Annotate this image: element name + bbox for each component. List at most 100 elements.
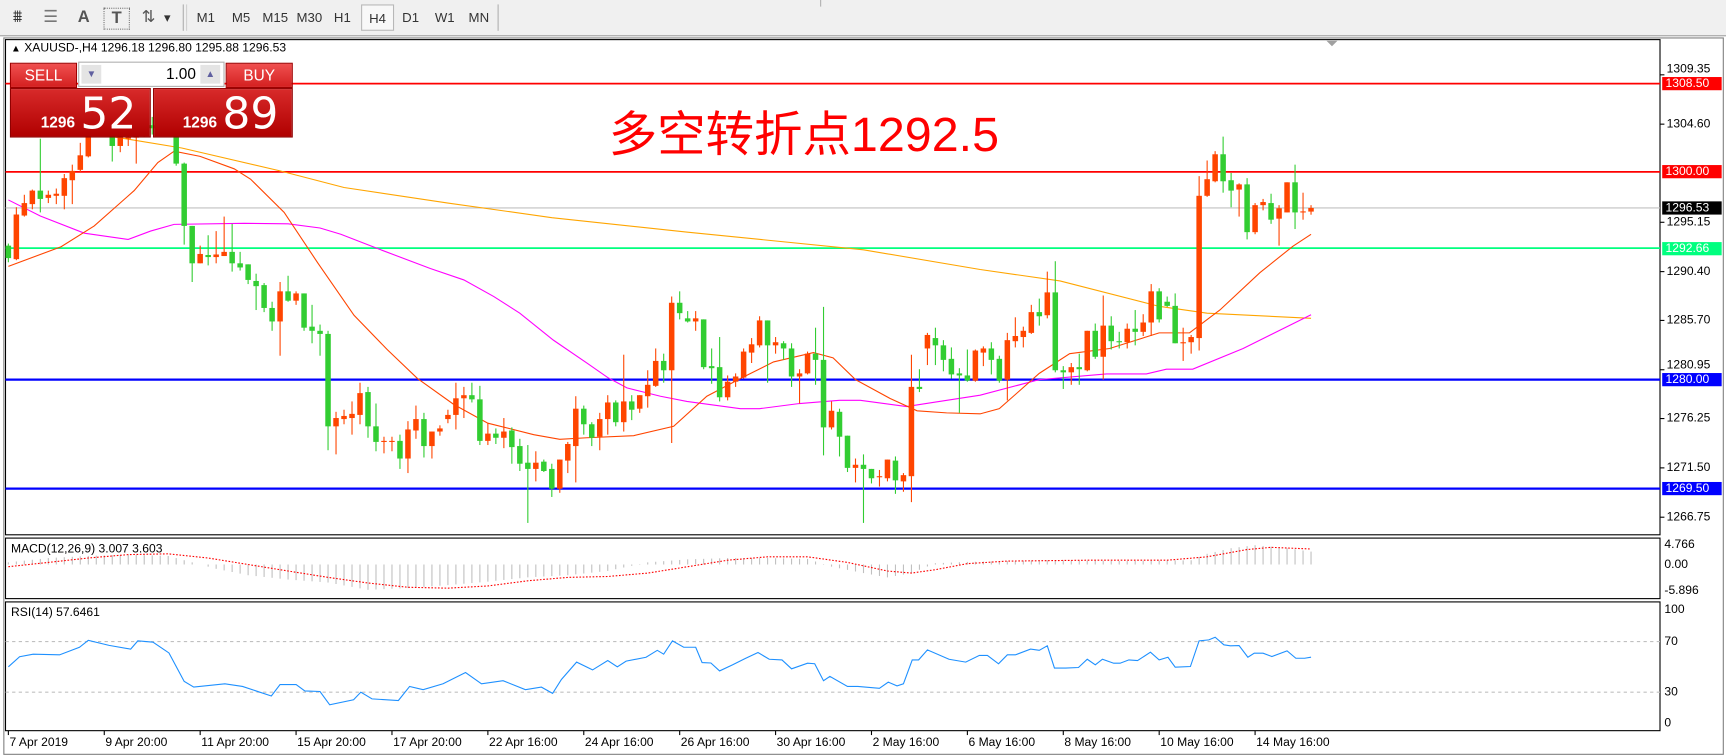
sell-button[interactable]: SELL [9, 62, 78, 89]
candle-body [1228, 180, 1234, 191]
candle-body [53, 193, 60, 196]
candle-body [237, 263, 243, 268]
arrows-tool-icon[interactable]: ⇅ [141, 7, 156, 27]
candle [908, 354, 915, 503]
horizontal-levels [5, 82, 1661, 490]
rsi-panel-frame [4, 601, 1661, 732]
candle-body [597, 419, 603, 437]
candle-body [365, 392, 371, 427]
candle-body [1156, 291, 1162, 320]
timeframe-m15[interactable]: M15 [262, 9, 289, 26]
candle-body [916, 386, 923, 389]
candle-body [1116, 341, 1122, 343]
candle-body [828, 410, 835, 428]
expert-lines-icon[interactable]: ⩩ [12, 7, 23, 27]
candle [477, 385, 483, 446]
candle-body [1284, 182, 1290, 213]
candle [804, 351, 811, 375]
timeframe-h1[interactable]: H1 [333, 9, 351, 26]
time-axis-label: 14 May 16:00 [1256, 736, 1330, 750]
fibo-lines-icon[interactable]: ☰ [43, 7, 59, 27]
candle-body [413, 419, 419, 431]
candle-body [37, 190, 44, 199]
toolbar-separator [820, 0, 822, 7]
candle [1228, 172, 1234, 208]
candle-body [1236, 184, 1242, 190]
collapse-arrow-icon[interactable]: ▲ [11, 42, 21, 54]
candle [421, 412, 427, 458]
sell-price-box[interactable]: 1296 52 [9, 88, 151, 138]
buy-price-box[interactable]: 1296 89 [153, 88, 293, 138]
timeframe-m30[interactable]: M30 [296, 9, 323, 26]
price-axis-label: 1285.70 [1666, 313, 1711, 328]
candle-body [189, 225, 195, 264]
price-axis-label: 1309.35 [1666, 62, 1711, 76]
candle [413, 405, 419, 439]
time-axis-label: 24 Apr 16:00 [584, 736, 654, 750]
time-axis-label: 17 Apr 20:00 [393, 736, 462, 750]
candle-body [1196, 195, 1202, 339]
candle [525, 445, 531, 523]
toolbar-separator [497, 4, 499, 31]
rsi-axis-0: 0 [1664, 716, 1672, 730]
candle [541, 459, 547, 473]
candle [365, 386, 371, 438]
candle [1132, 310, 1138, 346]
text-label-tool-icon[interactable]: T [103, 7, 130, 30]
candle-body [1268, 203, 1274, 220]
candle [684, 311, 691, 323]
candle-body [1100, 325, 1106, 357]
candle-body [780, 343, 787, 349]
decrease-lot-button[interactable]: ▼ [81, 64, 102, 84]
candle [1308, 205, 1314, 215]
candle-body [5, 245, 12, 259]
lot-size-input[interactable]: 1.00 [165, 64, 196, 83]
candle-body [197, 253, 203, 264]
candle [309, 304, 315, 344]
candle [437, 425, 443, 436]
timeframe-mn[interactable]: MN [468, 9, 490, 26]
toolbar-grip[interactable] [186, 4, 188, 31]
candle-body [301, 293, 307, 328]
candle [980, 346, 987, 367]
timeframe-w1[interactable]: W1 [434, 9, 455, 26]
candle [724, 375, 731, 401]
candle [740, 348, 747, 379]
chart-shift-marker-icon[interactable] [1326, 40, 1338, 47]
candle-body [892, 460, 899, 481]
candle [1244, 178, 1250, 240]
candle-body [229, 251, 235, 264]
candle-body [676, 302, 683, 314]
candle-body [117, 135, 124, 146]
buy-button[interactable]: BUY [225, 62, 293, 89]
chart-area[interactable] [3, 37, 1724, 755]
candle [1220, 136, 1226, 193]
timeframe-m5[interactable]: M5 [231, 9, 251, 26]
moving-average-slow [112, 136, 1312, 319]
candle-body [29, 190, 36, 205]
lot-size-stepper[interactable]: ▼ 1.00 ▲ [78, 61, 225, 87]
candle-body [397, 440, 403, 459]
candles [5, 115, 1314, 523]
candle-body [1108, 325, 1114, 342]
candle [13, 207, 20, 261]
candle [469, 382, 475, 403]
chevron-down-icon[interactable]: ▾ [164, 9, 171, 26]
candle-body [684, 318, 691, 322]
candle [1180, 327, 1186, 361]
chart-annotation-text[interactable]: 多空转折点1292.5 [608, 107, 1000, 162]
timeframe-m1[interactable]: M1 [196, 9, 216, 26]
candle [1108, 316, 1114, 350]
increase-lot-button[interactable]: ▲ [200, 64, 221, 84]
timeframe-h4[interactable]: H4 [361, 4, 395, 31]
rsi-axis-70: 70 [1664, 634, 1678, 649]
text-tool-icon[interactable]: A [77, 7, 90, 27]
candle-body [972, 350, 979, 381]
time-axis-label: 26 Apr 16:00 [680, 736, 750, 750]
candle [1012, 317, 1019, 348]
timeframe-d1[interactable]: D1 [402, 9, 420, 26]
candle-body [285, 291, 291, 301]
candle-body [277, 291, 283, 322]
candle-body [445, 414, 451, 420]
